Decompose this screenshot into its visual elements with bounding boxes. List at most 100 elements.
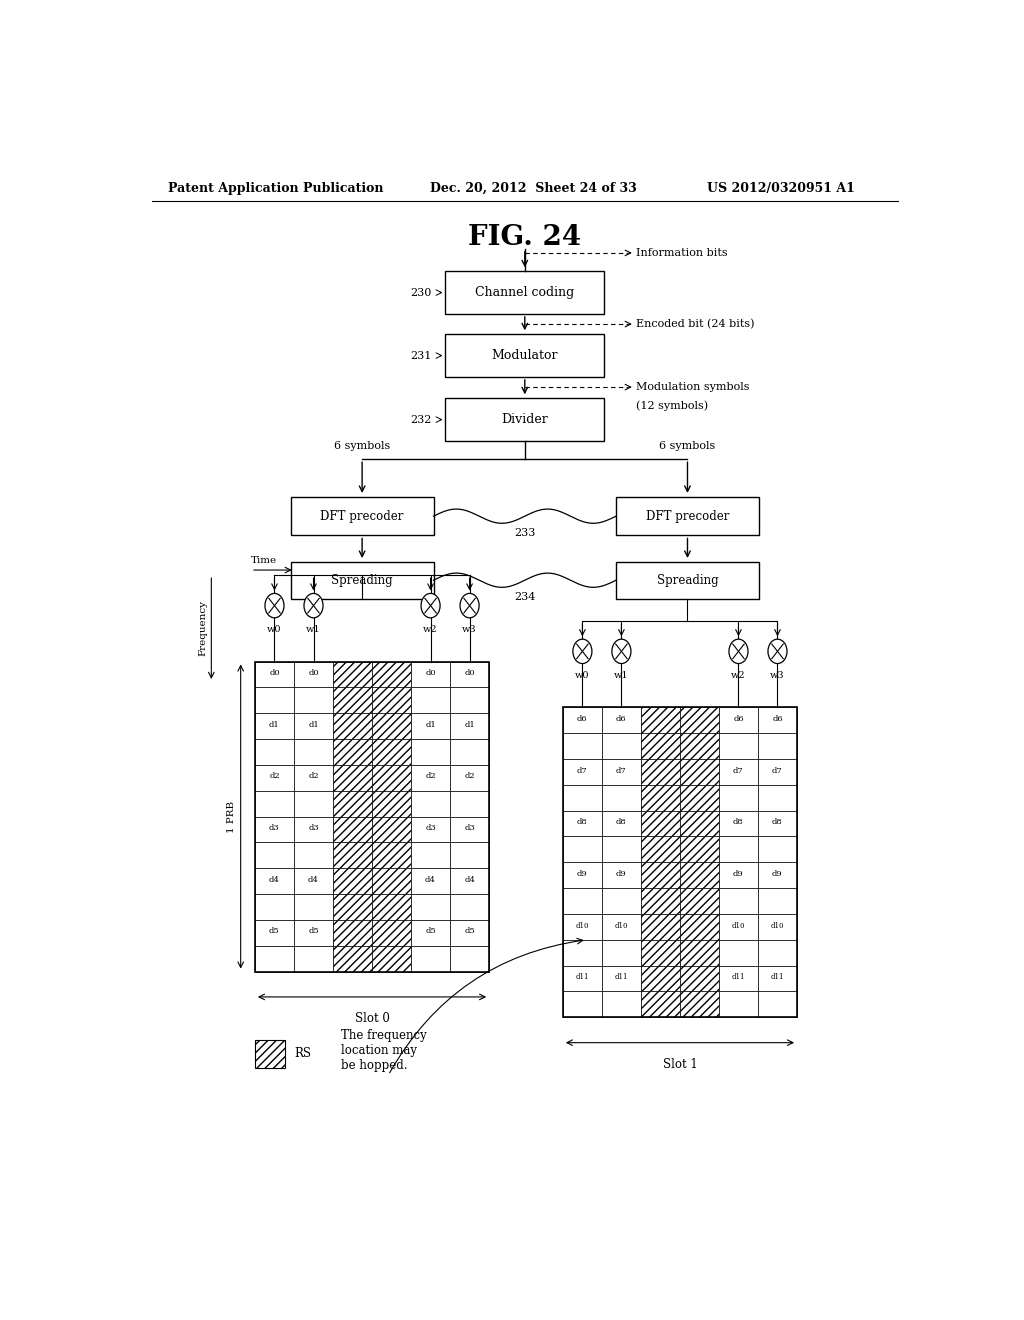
Bar bbox=[758, 733, 797, 759]
Text: Slot 0: Slot 0 bbox=[354, 1012, 389, 1026]
Text: 231: 231 bbox=[411, 351, 432, 360]
Text: d4: d4 bbox=[425, 875, 436, 884]
Bar bbox=[563, 966, 602, 991]
Text: d9: d9 bbox=[772, 870, 783, 878]
Text: d1: d1 bbox=[308, 721, 318, 729]
Bar bbox=[411, 713, 451, 739]
Bar bbox=[602, 940, 641, 966]
Text: Divider: Divider bbox=[502, 413, 548, 426]
Text: d1: d1 bbox=[269, 721, 280, 729]
Text: d5: d5 bbox=[464, 928, 475, 936]
Text: d10: d10 bbox=[732, 921, 745, 929]
Bar bbox=[680, 733, 719, 759]
Bar bbox=[602, 862, 641, 888]
Text: DFT precoder: DFT precoder bbox=[646, 510, 729, 523]
Bar bbox=[333, 661, 372, 688]
Bar bbox=[602, 888, 641, 913]
Text: w1: w1 bbox=[306, 624, 321, 634]
Text: (12 symbols): (12 symbols) bbox=[636, 400, 708, 411]
Text: d8: d8 bbox=[578, 818, 588, 826]
Text: 232: 232 bbox=[411, 414, 432, 425]
Bar bbox=[602, 759, 641, 785]
Bar bbox=[372, 661, 411, 688]
Text: w3: w3 bbox=[770, 671, 784, 680]
Bar bbox=[719, 810, 758, 837]
Bar bbox=[641, 940, 680, 966]
Bar bbox=[680, 759, 719, 785]
Bar bbox=[563, 837, 602, 862]
Text: w1: w1 bbox=[614, 671, 629, 680]
Text: RS: RS bbox=[295, 1047, 311, 1060]
Text: US 2012/0320951 A1: US 2012/0320951 A1 bbox=[708, 182, 855, 195]
Bar bbox=[641, 810, 680, 837]
Bar bbox=[333, 791, 372, 817]
Circle shape bbox=[768, 639, 787, 664]
Bar bbox=[680, 810, 719, 837]
Bar bbox=[451, 869, 489, 894]
Bar bbox=[255, 1040, 285, 1068]
Text: d3: d3 bbox=[269, 824, 280, 832]
Bar bbox=[758, 708, 797, 733]
Bar bbox=[333, 869, 372, 894]
Bar bbox=[411, 739, 451, 764]
Text: d11: d11 bbox=[575, 973, 589, 981]
Bar bbox=[411, 920, 451, 945]
Bar bbox=[680, 837, 719, 862]
Text: d7: d7 bbox=[772, 767, 783, 775]
Text: d1: d1 bbox=[425, 721, 436, 729]
Bar bbox=[602, 785, 641, 810]
Bar bbox=[255, 791, 294, 817]
Text: Modulation symbols: Modulation symbols bbox=[636, 381, 750, 392]
Bar bbox=[451, 842, 489, 869]
Bar bbox=[563, 708, 797, 1018]
Bar bbox=[294, 764, 333, 791]
Bar bbox=[451, 764, 489, 791]
Bar bbox=[758, 862, 797, 888]
Circle shape bbox=[265, 594, 284, 618]
Bar bbox=[451, 688, 489, 713]
Text: d8: d8 bbox=[772, 818, 783, 826]
Bar bbox=[372, 764, 411, 791]
Circle shape bbox=[460, 594, 479, 618]
Text: d3: d3 bbox=[308, 824, 318, 832]
Bar bbox=[255, 869, 294, 894]
Bar bbox=[719, 708, 758, 733]
Text: w0: w0 bbox=[575, 671, 590, 680]
Text: d7: d7 bbox=[733, 767, 743, 775]
Bar bbox=[255, 661, 489, 972]
Text: Encoded bit (24 bits): Encoded bit (24 bits) bbox=[636, 319, 755, 329]
Text: The frequency
location may
be hopped.: The frequency location may be hopped. bbox=[341, 1030, 426, 1072]
Bar bbox=[563, 759, 602, 785]
FancyBboxPatch shape bbox=[291, 496, 433, 536]
Bar bbox=[563, 888, 602, 913]
Bar bbox=[255, 713, 294, 739]
Text: d11: d11 bbox=[771, 973, 784, 981]
Bar bbox=[641, 991, 680, 1018]
Text: d0: d0 bbox=[425, 669, 436, 677]
Text: d0: d0 bbox=[269, 669, 280, 677]
Bar bbox=[411, 688, 451, 713]
Bar bbox=[602, 733, 641, 759]
Text: Channel coding: Channel coding bbox=[475, 286, 574, 300]
Bar bbox=[333, 764, 372, 791]
Bar bbox=[255, 661, 294, 688]
Text: d11: d11 bbox=[614, 973, 628, 981]
Bar bbox=[411, 791, 451, 817]
Bar bbox=[451, 739, 489, 764]
Bar bbox=[641, 785, 680, 810]
Text: d2: d2 bbox=[425, 772, 436, 780]
Bar bbox=[641, 888, 680, 913]
Text: w3: w3 bbox=[462, 624, 477, 634]
Text: d4: d4 bbox=[464, 875, 475, 884]
Bar bbox=[372, 842, 411, 869]
Bar bbox=[563, 810, 602, 837]
Bar bbox=[372, 817, 411, 842]
FancyBboxPatch shape bbox=[445, 334, 604, 378]
Text: Patent Application Publication: Patent Application Publication bbox=[168, 182, 383, 195]
Bar bbox=[641, 733, 680, 759]
Bar bbox=[563, 785, 602, 810]
Bar bbox=[641, 837, 680, 862]
Bar bbox=[680, 913, 719, 940]
Bar bbox=[451, 713, 489, 739]
Bar bbox=[719, 759, 758, 785]
